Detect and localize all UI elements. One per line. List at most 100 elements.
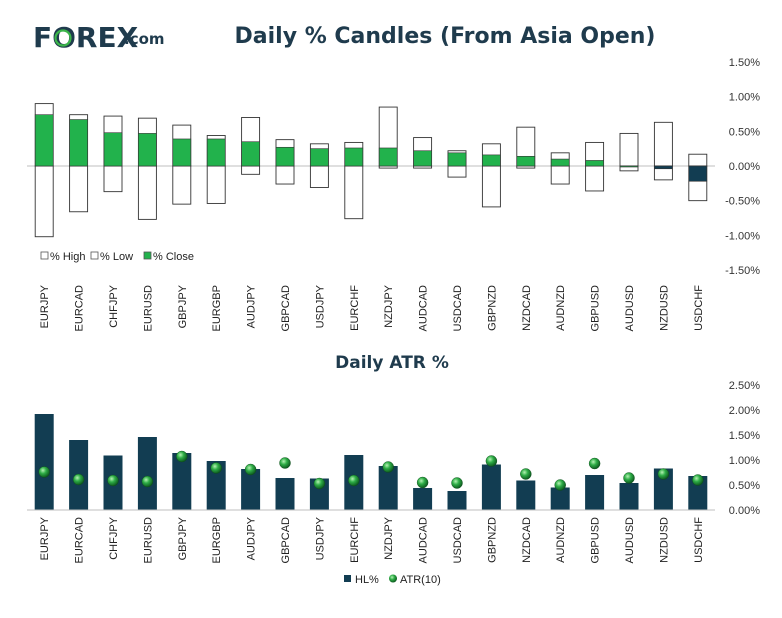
hl-bar: [275, 478, 295, 510]
atr-point: [72, 473, 85, 486]
hl-bar: [516, 480, 536, 510]
atr-y-tick: 1.50%: [729, 430, 760, 442]
low-bar: [516, 165, 536, 169]
hl-bar: [619, 483, 639, 510]
atr-category-label: USDCAD: [452, 517, 464, 564]
atr-point: [382, 461, 394, 473]
candles-category-label: NZDUSD: [658, 285, 670, 331]
close-bar: [619, 165, 639, 168]
candles-category-label: AUDNZD: [555, 285, 567, 331]
legend-low-label: % Low: [100, 251, 133, 263]
low-bar: [413, 165, 433, 169]
atr-category-label: EURCAD: [74, 517, 86, 564]
atr-y-tick: 0.00%: [729, 505, 760, 517]
close-bar: [206, 138, 226, 167]
candles-category-label: NZDCAD: [521, 285, 533, 331]
atr-category-label: GBPNZD: [486, 517, 498, 563]
candles-category-label: GBPJPY: [177, 284, 189, 328]
close-bar: [172, 138, 192, 167]
atr-y-tick: 2.50%: [729, 380, 760, 392]
close-bar: [447, 152, 467, 167]
low-bar: [309, 165, 329, 188]
atr-point: [107, 474, 119, 487]
close-bar: [275, 146, 295, 167]
atr-marks: [34, 414, 708, 510]
atr-y-tick: 0.50%: [729, 480, 760, 492]
close-bar: [688, 165, 708, 182]
legend-hl-label: HL%: [355, 574, 379, 586]
atr-category-label: GBPJPY: [177, 516, 189, 560]
low-bar: [172, 165, 192, 205]
atr-category-label: EURGBP: [211, 517, 223, 563]
close-bar: [34, 114, 54, 167]
logo-text: FOREX: [33, 21, 139, 54]
candles-category-label: AUDCAD: [418, 285, 430, 332]
close-bar: [310, 148, 329, 167]
close-bar: [550, 158, 570, 167]
candles-category-label: USDCHF: [693, 285, 705, 331]
atr-point: [485, 455, 498, 467]
atr-category-label: EURJPY: [39, 516, 51, 560]
close-bar: [516, 155, 536, 167]
candles-marks: [34, 103, 708, 238]
atr-point: [279, 457, 291, 469]
candles-category-label: GBPNZD: [486, 285, 498, 331]
candles-chart: Daily % Candles (From Asia Open) 1.50%1.…: [27, 24, 760, 331]
candles-y-tick: -1.50%: [725, 265, 760, 277]
close-bar: [344, 147, 364, 167]
hl-bar: [653, 468, 673, 510]
candles-category-label: EURJPY: [39, 284, 51, 328]
low-bar: [447, 165, 467, 178]
candles-category-label: EURCAD: [74, 285, 86, 332]
hl-bar: [413, 488, 433, 510]
hl-bar: [206, 461, 226, 510]
low-bar: [206, 165, 226, 204]
hl-bar: [550, 487, 570, 510]
low-bar: [137, 165, 157, 220]
atr-point: [416, 476, 429, 489]
high-bar: [653, 121, 673, 167]
close-bar: [654, 165, 673, 170]
atr-category-label: GBPCAD: [280, 517, 292, 564]
atr-point: [210, 462, 222, 474]
low-bar: [585, 165, 605, 192]
atr-chart: Daily ATR % 2.50% 2.00% 1.50% 1.00% 0.50% 0.0…: [27, 353, 760, 586]
atr-category-label: AUDCAD: [418, 517, 430, 564]
hl-bar: [378, 466, 398, 510]
hl-bar: [241, 469, 261, 510]
low-bar: [344, 165, 364, 220]
atr-point: [348, 474, 360, 487]
candles-y-tick: 0.00%: [729, 161, 760, 173]
high-bar: [688, 153, 708, 167]
logo-suffix: .com: [124, 30, 165, 48]
close-bar: [138, 133, 157, 167]
low-bar: [378, 165, 398, 169]
atr-category-label: NZDUSD: [658, 517, 670, 563]
hl-bar: [34, 414, 54, 510]
legend-high-swatch: [40, 251, 49, 260]
low-bar: [550, 165, 570, 185]
atr-y-tick: 2.00%: [729, 405, 760, 417]
atr-category-label: EURCHF: [349, 517, 361, 563]
candles-category-label: NZDJPY: [383, 284, 395, 327]
candles-y-tick: 1.50%: [729, 57, 760, 69]
candles-category-label: CHFJPY: [108, 284, 120, 327]
candles-y-axis: 1.50% 1.00% 0.50% 0.00% -0.50% -1.00% -1.50%: [725, 57, 760, 277]
legend-close-swatch: [143, 251, 152, 260]
close-bar: [413, 150, 432, 167]
close-bar: [241, 141, 260, 167]
legend-high-label: % High: [50, 251, 85, 263]
atr-point: [313, 477, 326, 490]
atr-legend: HL% ATR(10): [344, 574, 441, 586]
atr-category-label: CHFJPY: [108, 516, 120, 559]
atr-point: [588, 457, 601, 470]
atr-y-axis: 2.50% 2.00% 1.50% 1.00% 0.50% 0.00%: [729, 380, 760, 517]
low-bar: [481, 165, 501, 208]
atr-point: [554, 479, 566, 491]
atr-point: [657, 468, 670, 480]
legend-low-swatch: [90, 251, 99, 260]
atr-category-label: AUDUSD: [624, 517, 636, 564]
atr-y-tick: 1.00%: [729, 455, 760, 467]
legend-atr-swatch: [389, 574, 397, 583]
